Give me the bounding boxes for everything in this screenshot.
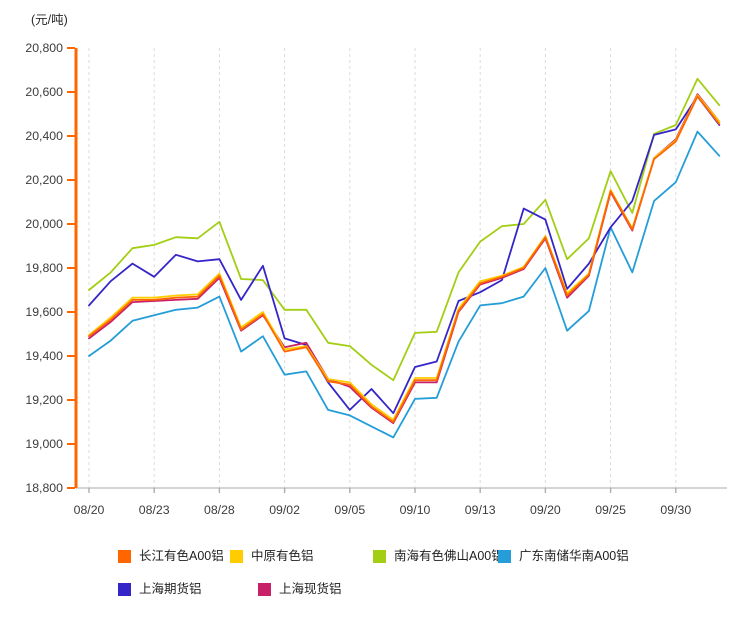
- x-tick-label: 08/28: [204, 503, 235, 517]
- legend-item-guangdong-nanchu-a00[interactable]: 广东南储华南A00铝: [498, 549, 629, 563]
- x-tick-label: 09/05: [334, 503, 365, 517]
- x-tick-label: 09/13: [465, 503, 496, 517]
- legend-item-zhongyuan[interactable]: 中原有色铝: [230, 549, 314, 563]
- y-tick-label: 20,400: [25, 129, 63, 143]
- legend-swatch-zhongyuan: [230, 549, 243, 563]
- x-tick-label: 08/23: [139, 503, 170, 517]
- y-tick: [67, 223, 75, 225]
- legend-item-shanghai-futures[interactable]: 上海期货铝: [118, 582, 202, 596]
- legend-label: 上海现货铝: [279, 582, 342, 596]
- y-tick: [67, 179, 75, 181]
- y-tick-label: 20,800: [25, 41, 63, 55]
- legend-label: 上海期货铝: [139, 582, 202, 596]
- y-tick: [67, 135, 75, 137]
- y-axis-unit-label: (元/吨): [31, 13, 68, 27]
- y-tick: [67, 267, 75, 269]
- legend-item-changjiang-a00[interactable]: 长江有色A00铝: [118, 549, 224, 563]
- series-line-shanghai-futures: [88, 95, 721, 415]
- y-axis-line: [74, 48, 78, 488]
- legend-swatch-changjiang-a00: [118, 549, 131, 563]
- series-line-guangdong-nanchu-a00: [88, 130, 721, 439]
- y-tick: [67, 311, 75, 313]
- legend-swatch-nanhai-foshan-a00: [373, 549, 386, 563]
- x-tick-label: 09/20: [530, 503, 561, 517]
- y-tick-label: 18,800: [25, 481, 63, 495]
- y-tick-label: 19,000: [25, 437, 63, 451]
- series-line-nanhai-foshan-a00: [88, 77, 721, 382]
- legend-item-shanghai-spot[interactable]: 上海现货铝: [258, 582, 342, 596]
- y-tick: [67, 399, 75, 401]
- legend-label: 中原有色铝: [251, 549, 314, 563]
- y-tick: [67, 487, 75, 489]
- x-tick-label: 09/10: [400, 503, 431, 517]
- x-tick-label: 09/25: [595, 503, 626, 517]
- legend-swatch-shanghai-spot: [258, 582, 271, 596]
- series-line-changjiang-a00: [88, 95, 721, 423]
- x-tick-label: 08/20: [74, 503, 105, 517]
- x-tick-label: 09/02: [269, 503, 300, 517]
- y-tick-label: 19,600: [25, 305, 63, 319]
- y-tick-label: 20,000: [25, 217, 63, 231]
- y-tick-label: 19,800: [25, 261, 63, 275]
- legend-swatch-shanghai-futures: [118, 582, 131, 596]
- x-tick-label: 09/30: [660, 503, 691, 517]
- y-tick: [67, 47, 75, 49]
- line-chart-plot: 08/20 08/23 08/28 09/02 09/05 09/10 09/13 09/20…: [25, 41, 727, 517]
- y-tick-label: 20,600: [25, 85, 63, 99]
- y-tick: [67, 355, 75, 357]
- legend-label: 广东南储华南A00铝: [519, 549, 629, 563]
- legend-item-nanhai-foshan-a00[interactable]: 南海有色佛山A00铝: [373, 549, 504, 563]
- legend-swatch-guangdong-nanchu-a00: [498, 549, 511, 563]
- y-tick-label: 20,200: [25, 173, 63, 187]
- y-tick: [67, 443, 75, 445]
- legend-label: 南海有色佛山A00铝: [394, 549, 504, 563]
- y-tick: [67, 91, 75, 93]
- y-tick-label: 19,200: [25, 393, 63, 407]
- legend-label: 长江有色A00铝: [139, 549, 224, 563]
- y-tick-label: 19,400: [25, 349, 63, 363]
